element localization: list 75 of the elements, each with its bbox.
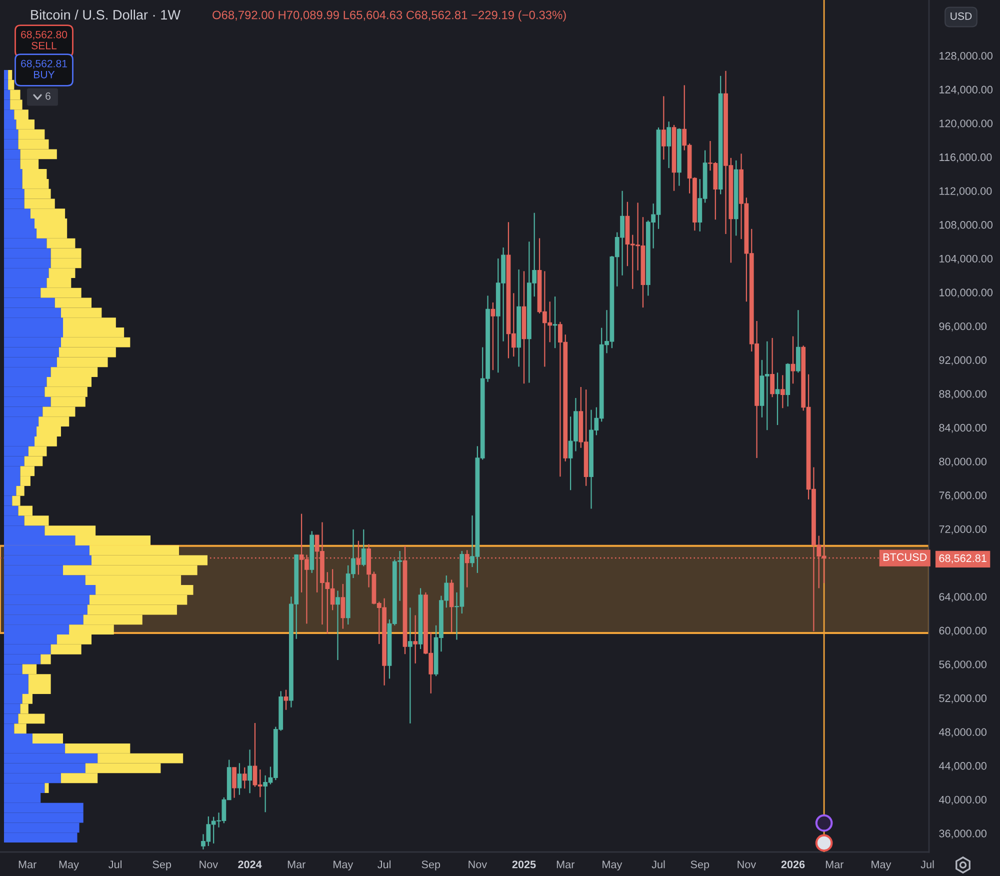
candlestick (790, 336, 796, 384)
y-tick-label: 48,000.00 (938, 728, 986, 738)
candlestick (661, 96, 666, 160)
x-tick-label: Jul (920, 860, 934, 868)
y-tick-label: 52,000.00 (939, 694, 986, 704)
bar (32, 734, 64, 744)
x-tick-label: Sep (152, 860, 172, 870)
candlestick (490, 302, 496, 371)
y-tick-label: 36,000.00 (939, 830, 986, 839)
candlestick (336, 590, 340, 661)
candlestick (796, 310, 800, 374)
y-tick-label: 84,000.00 (939, 424, 986, 433)
x-tick-label: Nov (468, 860, 488, 868)
text: USD (950, 12, 972, 20)
text: O68,792.00 H70,089.99 L65,604.63 C68,562.81 −229.19 (−0.33%) (212, 10, 566, 22)
x-tick-label: May (602, 860, 622, 870)
x-tick-label: Mar (18, 860, 36, 868)
x-tick-label: 2025 (512, 860, 536, 868)
y-tick-label: 68,562.81 (939, 554, 986, 564)
x-tick-label: Nov (200, 860, 218, 868)
candlestick (408, 607, 412, 724)
annotation: 68,562.80 SELL (21, 30, 68, 50)
x-tick-label: 2024 (238, 860, 262, 868)
y-tick-label: 76,000.00 (939, 492, 986, 500)
y-tick-label: 128,000.00 (940, 52, 993, 61)
candlestick (449, 579, 454, 633)
ref-line-label: BTCUSD (883, 553, 927, 561)
y-tick-label: 104,000.00 (940, 254, 993, 264)
y-tick-label: 100,000.00 (940, 288, 993, 298)
x-tick-label: May (59, 860, 79, 870)
x-tick-label: Sep (422, 860, 440, 870)
y-tick-label: 60,000.00 (939, 626, 986, 636)
candlestick (780, 374, 785, 409)
y-tick-label: 40,000.00 (938, 796, 986, 805)
y-tick-label: 72,000.00 (939, 525, 986, 534)
y-tick-label: 116,000.00 (940, 153, 992, 162)
x-tick-label: Nov (738, 860, 756, 868)
candlestick (340, 583, 346, 630)
candlestick (770, 337, 775, 398)
x-tick-label: May (872, 860, 892, 870)
candlestick (248, 749, 252, 794)
x-tick-label: 2026 (781, 860, 805, 868)
y-tick-label: 92,000.00 (939, 356, 986, 366)
x-tick-label: Mar (556, 860, 575, 868)
y-tick-label: 96,000.00 (939, 322, 986, 332)
x-tick-label: Mar (826, 860, 844, 868)
candlestick (232, 766, 236, 798)
text: Bitcoin / U.S. Dollar · 1W (31, 10, 180, 20)
candlestick (666, 121, 672, 169)
y-tick-label: 80,000.00 (939, 458, 986, 467)
bar (44, 783, 49, 793)
candlestick (284, 689, 288, 710)
y-tick-label: 108,000.00 (940, 221, 993, 230)
candlestick (413, 614, 418, 664)
y-tick-label: 64,000.00 (939, 592, 986, 602)
y-tick-label: 56,000.00 (939, 660, 986, 670)
bar (40, 654, 51, 664)
candlestick (775, 372, 780, 426)
x-tick-label: Jul (378, 860, 391, 868)
y-tick-label: 44,000.00 (938, 762, 986, 772)
candlestick (237, 762, 242, 796)
annotation: 6 (46, 92, 50, 100)
x-tick-label: Sep (690, 860, 710, 870)
annotation: 68,562.81 BUY (21, 60, 67, 78)
candlestick (552, 296, 558, 349)
x-tick-label: May (334, 860, 354, 870)
y-tick-label: 124,000.00 (940, 86, 993, 95)
x-tick-label: Mar (288, 860, 306, 868)
y-tick-label: 88,000.00 (939, 390, 986, 400)
x-tick-label: Jul (108, 860, 122, 868)
candlestick (361, 528, 366, 567)
candlestick (242, 766, 247, 790)
y-tick-label: 120,000.00 (940, 120, 993, 129)
x-tick-label: Jul (652, 860, 665, 868)
y-tick-label: 112,000.00 (940, 187, 992, 196)
